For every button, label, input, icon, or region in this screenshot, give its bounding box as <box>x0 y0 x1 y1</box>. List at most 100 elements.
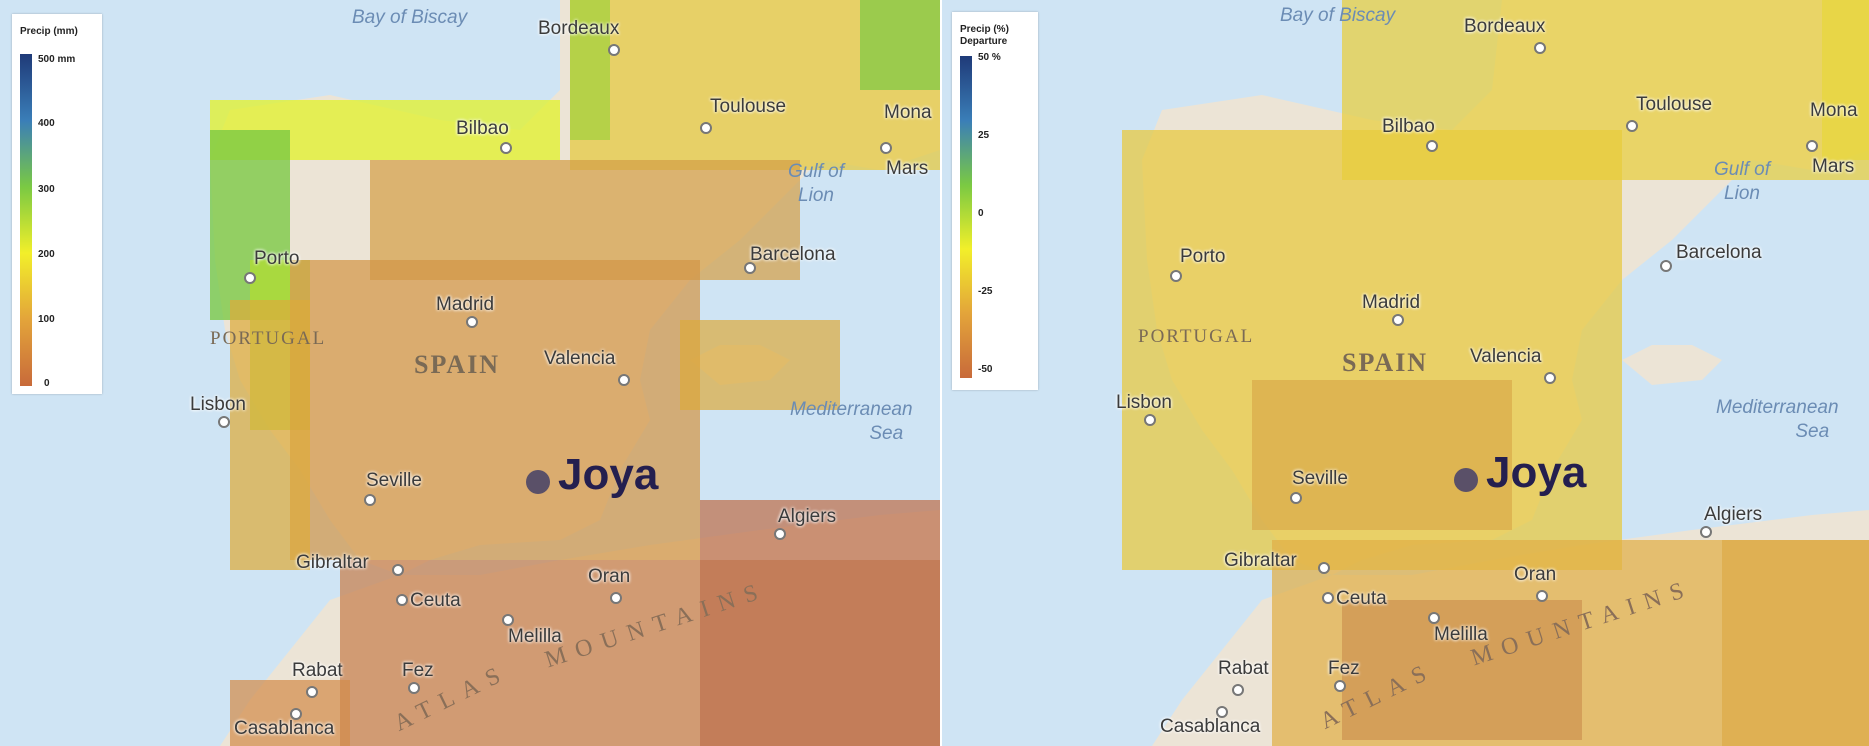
label-rabat: Rabat <box>1218 658 1269 679</box>
grid-block <box>1252 380 1512 530</box>
label-valencia: Valencia <box>1470 346 1542 367</box>
joya-marker[interactable] <box>526 470 550 494</box>
legend-label-300: 300 <box>38 184 55 195</box>
label-bilbao: Bilbao <box>456 118 509 139</box>
gulf-line-2: Lion <box>798 185 834 206</box>
city-marker <box>364 494 376 506</box>
city-marker <box>618 374 630 386</box>
grid-block <box>570 0 610 140</box>
label-mediterranean-sea: Mediterranean Sea <box>1716 396 1839 444</box>
city-marker <box>880 142 892 154</box>
land-balearic <box>1622 345 1722 385</box>
legend-label-25: 25 <box>978 130 990 141</box>
grid-block <box>1722 540 1869 746</box>
city-marker <box>610 592 622 604</box>
city-marker <box>408 682 420 694</box>
legend-precip-departure: Precip (%) Departure 50 % 25 0 -25 -50 <box>952 12 1038 390</box>
grid-block <box>700 500 940 746</box>
city-marker <box>608 44 620 56</box>
label-fez: Fez <box>402 660 434 681</box>
label-toulouse: Toulouse <box>710 96 787 117</box>
city-marker <box>1700 526 1712 538</box>
legend-label-neg50: -50 <box>978 364 993 375</box>
label-melilla: Melilla <box>1434 624 1488 645</box>
grid-block <box>680 320 840 410</box>
label-lisbon: Lisbon <box>190 394 246 415</box>
label-bordeaux: Bordeaux <box>538 18 620 39</box>
label-gulf-of-lion: Gulf of Lion <box>788 160 844 208</box>
city-marker <box>744 262 756 274</box>
legend-title: Precip (%) Departure <box>960 24 1009 47</box>
label-bay-of-biscay: Bay of Biscay <box>1280 5 1396 26</box>
city-marker <box>1534 42 1546 54</box>
city-marker <box>1318 562 1330 574</box>
city-marker <box>396 594 408 606</box>
label-porto: Porto <box>1180 246 1226 267</box>
label-algiers: Algiers <box>778 506 837 527</box>
city-marker <box>700 122 712 134</box>
legend-precip-mm: Precip (mm) 500 mm 400 300 200 100 0 <box>12 14 102 394</box>
legend-label-0: 0 <box>978 208 984 219</box>
label-ceuta: Ceuta <box>1336 588 1387 609</box>
city-marker <box>466 316 478 328</box>
gulf-line-1: Gulf of <box>788 161 844 182</box>
label-madrid: Madrid <box>1362 292 1421 313</box>
grid-block <box>860 0 940 90</box>
city-marker <box>1626 120 1638 132</box>
label-seville: Seville <box>1292 468 1348 489</box>
label-casablanca: Casablanca <box>1160 716 1261 737</box>
label-spain: SPAIN <box>414 350 501 379</box>
label-oran: Oran <box>588 566 631 587</box>
label-porto: Porto <box>254 248 300 269</box>
city-marker <box>244 272 256 284</box>
city-marker <box>392 564 404 576</box>
legend-label-0: 0 <box>44 378 50 389</box>
sea-line-1: Mediterranean <box>790 399 913 420</box>
city-marker <box>500 142 512 154</box>
sea-line-2: Sea <box>869 423 904 444</box>
legend-label-500: 500 mm <box>38 54 76 65</box>
city-marker <box>774 528 786 540</box>
label-casablanca: Casablanca <box>234 718 335 739</box>
city-marker <box>1660 260 1672 272</box>
joya-label: Joya <box>1486 448 1587 497</box>
label-madrid: Madrid <box>436 294 495 315</box>
label-spain: SPAIN <box>1342 348 1429 377</box>
legend-label-100: 100 <box>38 314 55 325</box>
joya-marker[interactable] <box>1454 468 1478 492</box>
label-bordeaux: Bordeaux <box>1464 16 1546 37</box>
left-precip-map: Bay of Biscay Bordeaux Toulouse Mona Mar… <box>0 0 940 746</box>
city-marker <box>1322 592 1334 604</box>
city-marker <box>306 686 318 698</box>
label-mars: Mars <box>1812 156 1855 177</box>
gulf-line-1: Gulf of <box>1714 159 1770 180</box>
label-ceuta: Ceuta <box>410 590 461 611</box>
label-oran: Oran <box>1514 564 1557 585</box>
label-mona: Mona <box>1810 100 1858 121</box>
sea-line-2: Sea <box>1795 421 1830 442</box>
label-portugal: PORTUGAL <box>1138 326 1255 347</box>
city-marker <box>1544 372 1556 384</box>
label-bilbao: Bilbao <box>1382 116 1435 137</box>
city-marker <box>1392 314 1404 326</box>
label-gibraltar: Gibraltar <box>1224 550 1297 571</box>
legend-label-200: 200 <box>38 249 55 260</box>
legend-colorbar <box>20 54 32 386</box>
city-marker <box>1216 706 1228 718</box>
label-portugal: PORTUGAL <box>210 328 327 349</box>
label-mars: Mars <box>886 158 929 179</box>
grid-block <box>1822 0 1869 160</box>
label-mona: Mona <box>884 102 932 123</box>
grid-block <box>1342 0 1869 180</box>
city-marker <box>1144 414 1156 426</box>
city-marker <box>1426 140 1438 152</box>
label-seville: Seville <box>366 470 422 491</box>
label-melilla: Melilla <box>508 626 562 647</box>
sea-line-1: Mediterranean <box>1716 397 1839 418</box>
legend-label-neg25: -25 <box>978 286 993 297</box>
grid-block <box>290 260 700 560</box>
city-marker <box>1806 140 1818 152</box>
label-gibraltar: Gibraltar <box>296 552 369 573</box>
right-precip-departure-map: Bay of Biscay Bordeaux Toulouse Mona Mar… <box>942 0 1869 746</box>
city-marker <box>502 614 514 626</box>
